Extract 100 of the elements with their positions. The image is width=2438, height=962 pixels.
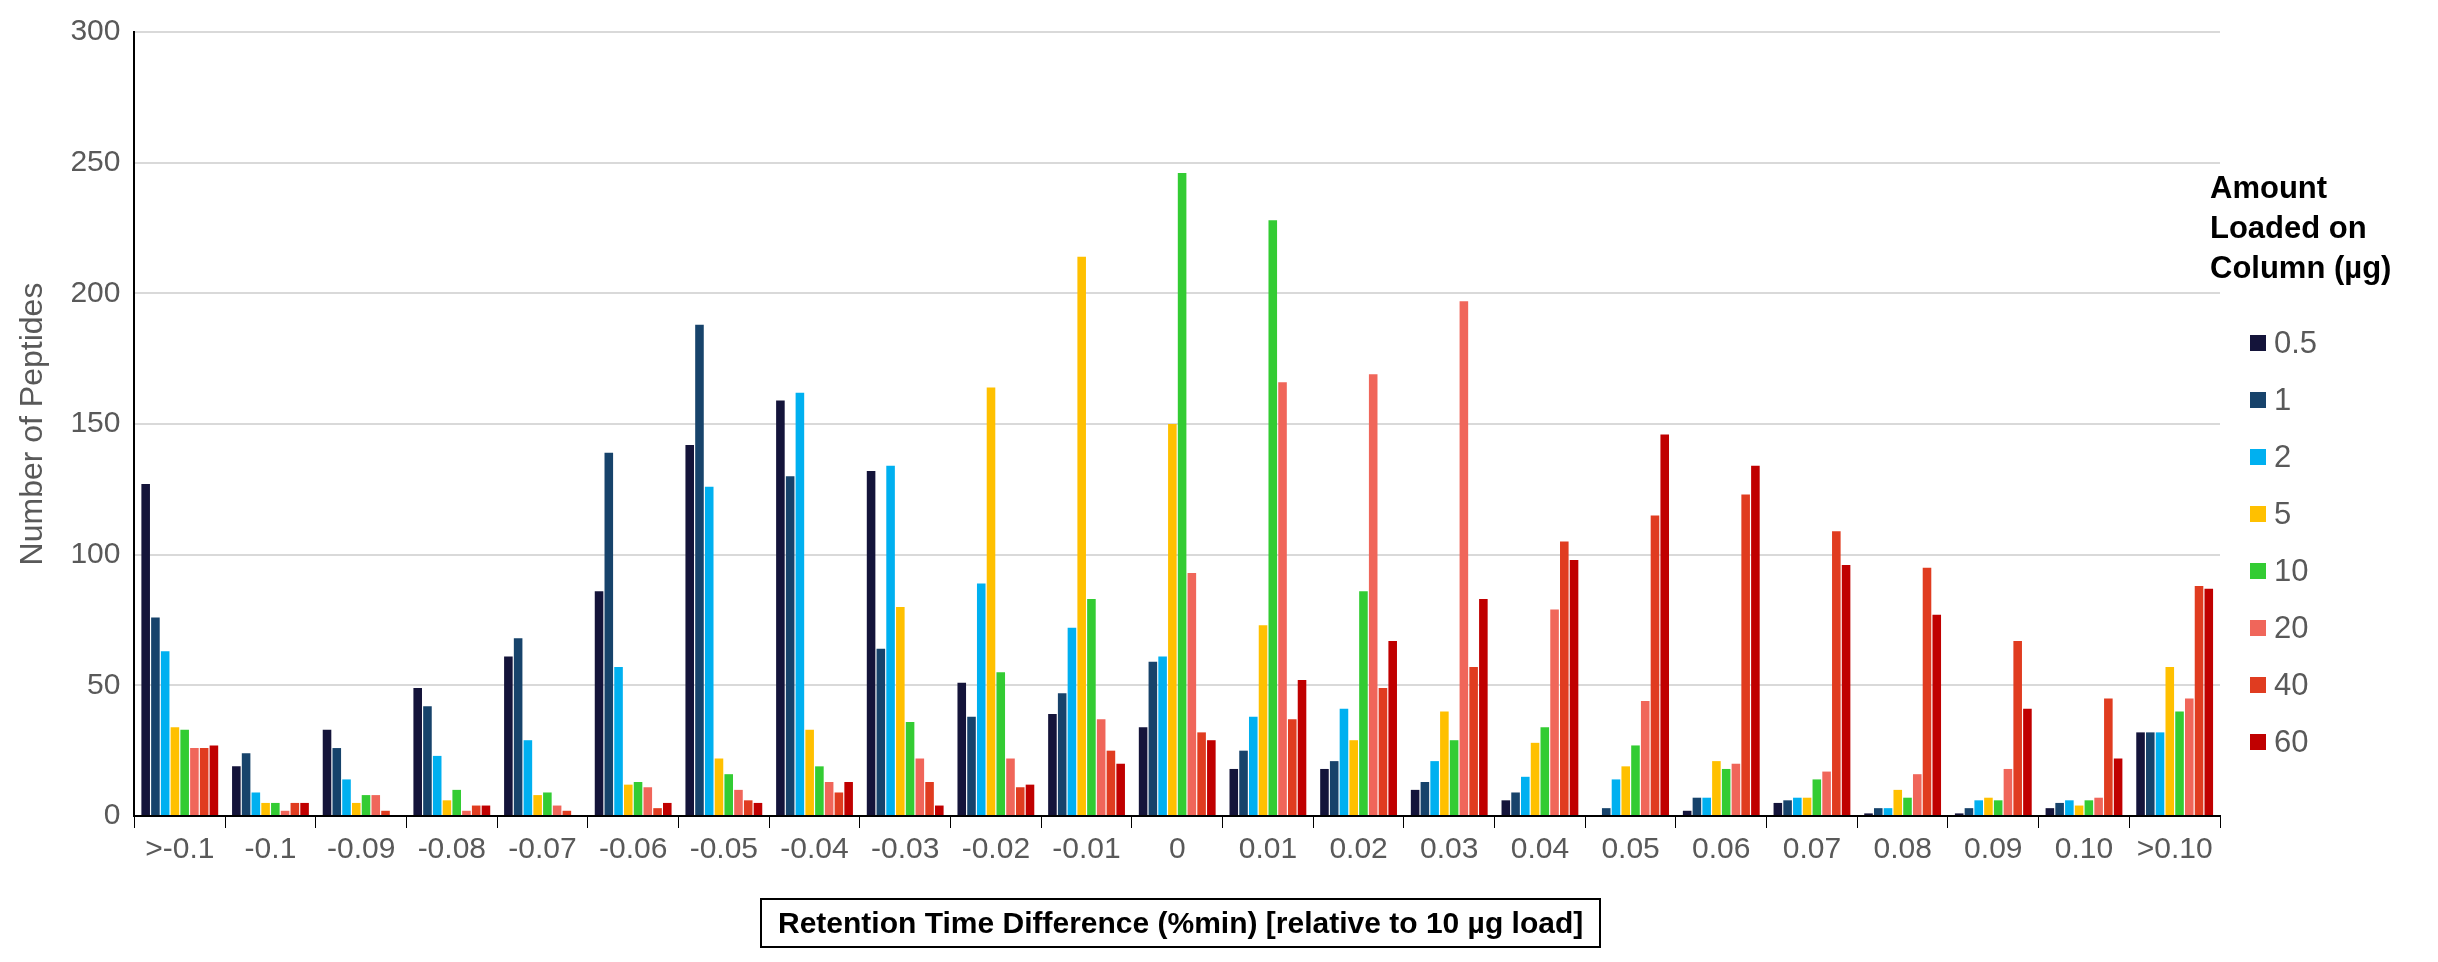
bar xyxy=(876,648,886,815)
x-tick-label: -0.06 xyxy=(598,831,668,865)
bar xyxy=(442,800,452,815)
x-tick-label: >-0.1 xyxy=(145,831,215,865)
bar xyxy=(704,486,714,815)
x-tick-label: -0.01 xyxy=(1052,831,1121,865)
x-tick-label: 0.05 xyxy=(1601,831,1660,865)
bar xyxy=(1287,719,1297,815)
legend-label: 60 xyxy=(2274,723,2309,760)
bar xyxy=(1993,800,2003,815)
bar xyxy=(2194,586,2204,815)
bar xyxy=(413,687,422,815)
bar xyxy=(1601,808,1611,815)
x-tick-label: 0.01 xyxy=(1238,831,1298,865)
bar xyxy=(1611,779,1621,815)
bar xyxy=(1077,256,1086,815)
x-tick-label: -0.04 xyxy=(780,831,849,865)
y-tick-label: 200 xyxy=(70,274,121,308)
bar xyxy=(151,617,160,815)
x-tick-label: 0.09 xyxy=(1964,831,2023,865)
bar xyxy=(685,444,695,815)
bar xyxy=(834,792,844,815)
bar xyxy=(1802,797,1812,815)
bar xyxy=(1430,761,1439,815)
bar xyxy=(1912,774,1922,815)
bar xyxy=(1440,711,1449,815)
bar xyxy=(322,729,332,815)
bar xyxy=(1087,599,1096,815)
bar xyxy=(1320,768,1329,815)
bar xyxy=(663,802,672,815)
bar xyxy=(1731,763,1741,815)
y-tick-label: 250 xyxy=(70,143,121,177)
bar xyxy=(967,716,976,815)
bar xyxy=(896,606,905,815)
bar xyxy=(1822,771,1831,815)
bar xyxy=(504,656,513,815)
bar xyxy=(957,682,967,815)
bar xyxy=(170,727,180,815)
bar xyxy=(2185,698,2194,815)
bar xyxy=(805,729,814,815)
bar xyxy=(1631,745,1640,815)
bar xyxy=(1560,541,1569,815)
bar xyxy=(513,638,523,815)
bar xyxy=(2023,708,2032,815)
bar xyxy=(423,706,432,815)
bar xyxy=(1138,727,1148,815)
bar xyxy=(2013,640,2022,815)
x-tick-label: 0.08 xyxy=(1873,831,1932,865)
legend-label: 10 xyxy=(2274,552,2309,589)
bar xyxy=(2155,732,2165,815)
bar xyxy=(1057,693,1067,815)
bar xyxy=(1248,716,1258,815)
bar xyxy=(2146,732,2155,815)
bar xyxy=(996,672,1006,815)
bar xyxy=(1521,776,1530,815)
bar xyxy=(695,324,704,815)
bar xyxy=(624,784,633,815)
x-tick-label: 0.07 xyxy=(1782,831,1842,865)
bar xyxy=(1015,787,1025,815)
bar xyxy=(2065,800,2074,815)
bar xyxy=(1721,768,1731,815)
x-tick-label: 0 xyxy=(1168,831,1186,865)
x-tick-label: 0.10 xyxy=(2054,831,2114,865)
bar xyxy=(633,782,643,815)
bar xyxy=(1841,565,1851,815)
bar xyxy=(1479,599,1488,815)
bar xyxy=(714,758,724,815)
bar xyxy=(1329,761,1339,815)
x-tick-label: >0.10 xyxy=(2136,831,2213,865)
bar xyxy=(543,792,552,815)
bar xyxy=(1621,766,1631,815)
bar xyxy=(1783,800,1792,815)
x-tick-label: 0.02 xyxy=(1329,831,1388,865)
bar xyxy=(1660,434,1670,815)
bar xyxy=(643,787,653,815)
bar xyxy=(1096,719,1106,815)
legend-label: 40 xyxy=(2274,666,2309,703)
bar xyxy=(1148,661,1158,815)
bar xyxy=(2084,800,2094,815)
x-tick-label: -0.08 xyxy=(417,831,487,865)
x-tick-label: 0.03 xyxy=(1420,831,1479,865)
x-tick-label: -0.03 xyxy=(871,831,940,865)
bar xyxy=(935,805,944,815)
bar xyxy=(1751,465,1760,815)
bar xyxy=(824,782,834,815)
bar xyxy=(432,755,442,815)
bar xyxy=(1177,173,1187,815)
bar xyxy=(1388,640,1397,815)
bar xyxy=(776,400,785,815)
bar xyxy=(1530,742,1540,815)
bar xyxy=(1964,808,1974,815)
bar xyxy=(1883,808,1893,815)
bar xyxy=(1339,708,1349,815)
legend-label: 5 xyxy=(2274,495,2292,532)
bar xyxy=(141,484,150,815)
x-axis-title: Retention Time Difference (%min) [relative to 10 µg load] xyxy=(760,898,1602,948)
bar xyxy=(815,766,824,815)
bar xyxy=(844,782,853,815)
bar xyxy=(2204,588,2214,815)
bar xyxy=(1229,768,1239,815)
